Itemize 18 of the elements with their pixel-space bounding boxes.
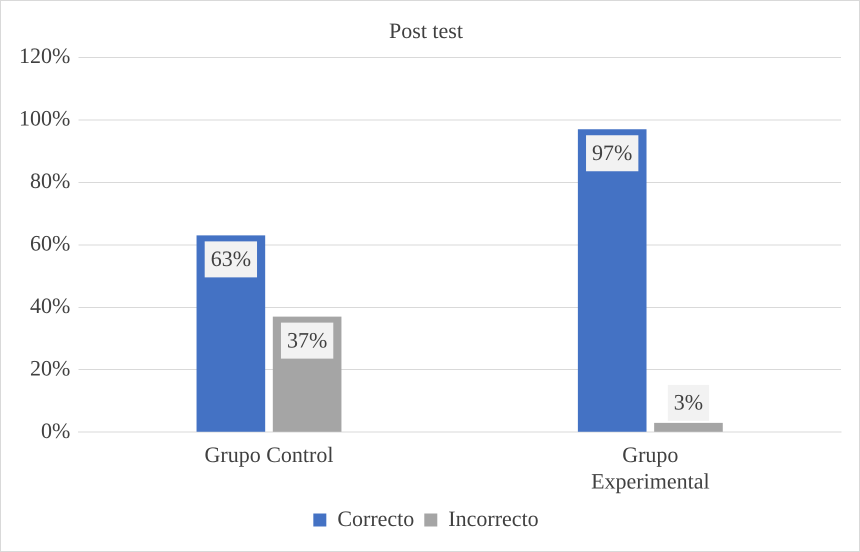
x-tick-label: Grupo Control <box>204 442 334 468</box>
chart-title: Post test <box>389 18 463 43</box>
y-tick-label: 20% <box>30 356 70 381</box>
y-tick-label: 100% <box>19 106 70 131</box>
data-label: 37% <box>286 327 328 352</box>
data-label: 97% <box>592 140 632 166</box>
x-tick-label: Grupo Experimental <box>591 442 710 494</box>
legend-label: Correcto <box>337 506 414 531</box>
y-tick-label: 60% <box>30 230 70 256</box>
bar <box>578 129 647 432</box>
data-label: 3% <box>674 390 704 415</box>
y-tick-label: 80% <box>30 168 70 194</box>
y-tick-label: 0% <box>41 418 70 443</box>
legend-label: Incorrecto <box>448 506 539 531</box>
bar <box>654 422 723 432</box>
y-tick-label: 40% <box>30 293 70 318</box>
y-tick-label: 120% <box>19 43 70 68</box>
data-label: 63% <box>210 246 252 272</box>
